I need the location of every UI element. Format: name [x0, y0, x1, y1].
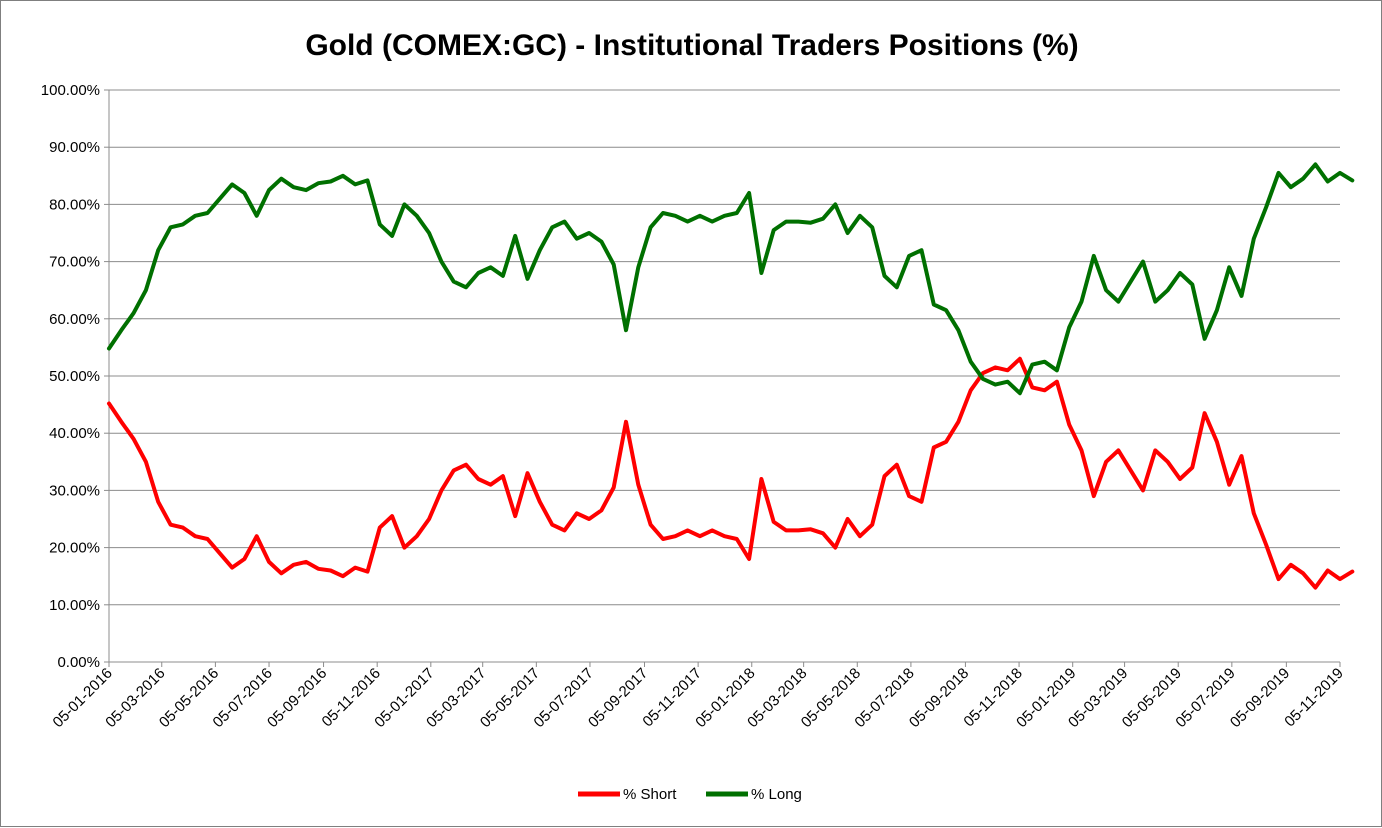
y-tick-label: 70.00% [49, 254, 100, 271]
y-tick-label: 80.00% [49, 196, 100, 213]
x-tick-label: 05-11-2019 [1281, 665, 1346, 730]
y-tick-label: 30.00% [49, 482, 100, 499]
series-line-short [107, 356, 1355, 590]
legend-label-long: % Long [751, 786, 802, 803]
legend-label-short: % Short [623, 786, 677, 803]
y-tick-label: 10.00% [49, 597, 100, 614]
y-tick-label: 40.00% [49, 425, 100, 442]
y-tick-label: 0.00% [57, 654, 100, 671]
y-tick-label: 50.00% [49, 368, 100, 385]
y-tick-label: 20.00% [49, 540, 100, 557]
y-tick-label: 90.00% [49, 139, 100, 156]
chart-title: Gold (COMEX:GC) - Institutional Traders … [305, 29, 1078, 62]
y-tick-label: 60.00% [49, 311, 100, 328]
series-line-long [107, 162, 1355, 396]
y-tick-label: 100.00% [41, 82, 100, 99]
